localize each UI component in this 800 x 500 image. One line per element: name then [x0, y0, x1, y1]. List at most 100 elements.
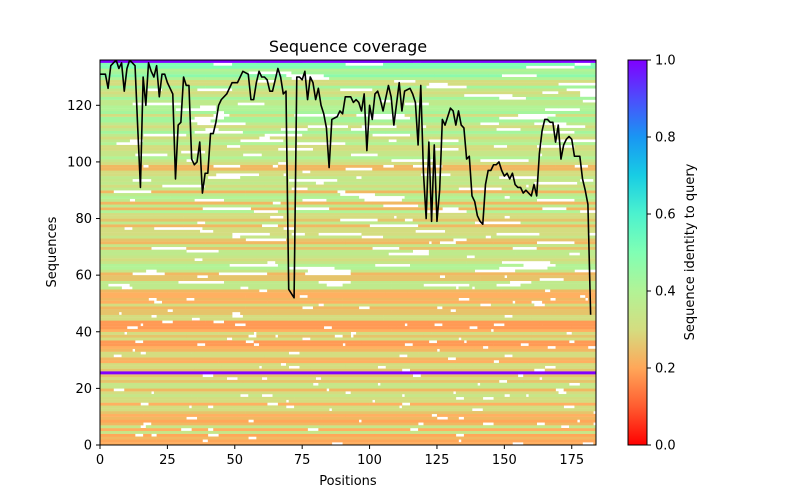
heatmap-segment: [455, 241, 494, 245]
heatmap-segment: [550, 289, 596, 293]
heatmap-segment: [393, 164, 413, 168]
heatmap-segment: [469, 283, 497, 287]
heatmap-segment: [275, 260, 354, 265]
heatmap-segment: [100, 320, 163, 324]
heatmap-segment: [550, 246, 596, 250]
heatmap-segment: [339, 255, 387, 259]
heatmap-segment: [245, 193, 341, 197]
heatmap-segment: [188, 125, 279, 129]
heatmap-segment: [410, 181, 473, 185]
heatmap-segment: [310, 170, 365, 174]
heatmap-segment: [100, 413, 144, 417]
heatmap-segment: [321, 105, 384, 109]
heatmap-segment: [383, 62, 424, 66]
heatmap-segment: [436, 413, 486, 417]
heatmap-segment: [593, 178, 596, 182]
heatmap-segment: [277, 272, 306, 276]
heatmap-segment: [240, 105, 300, 109]
heatmap-segment: [218, 433, 279, 437]
heatmap-segment: [490, 238, 529, 242]
heatmap-segment: [237, 283, 327, 287]
heatmap-segment: [100, 416, 187, 420]
heatmap-segment: [100, 263, 187, 267]
colorbar-tick-label: 0.0: [655, 439, 676, 454]
heatmap-segment: [550, 260, 578, 265]
heatmap-segment: [388, 238, 405, 242]
heatmap-segment: [436, 408, 473, 412]
heatmap-segment: [428, 320, 540, 324]
heatmap-segment: [555, 365, 596, 369]
heatmap-segment: [418, 144, 494, 148]
heatmap-segment: [253, 340, 362, 344]
heatmap-segment: [388, 326, 470, 330]
heatmap-segment: [477, 156, 554, 160]
heatmap-segment: [310, 337, 373, 341]
heatmap-segment: [329, 76, 430, 81]
heatmap-segment: [315, 328, 365, 332]
heatmap-segment: [544, 328, 596, 332]
heatmap-segment: [315, 224, 370, 228]
heatmap-segment: [469, 297, 551, 301]
heatmap-segment: [366, 277, 408, 282]
heatmap-segment: [143, 413, 198, 417]
heatmap-segment: [156, 260, 268, 265]
heatmap-segment: [261, 113, 273, 117]
heatmap-segment: [385, 255, 467, 259]
y-tick-label: 60: [75, 269, 92, 284]
heatmap-segment: [534, 224, 596, 228]
heatmap-segment: [224, 198, 295, 202]
heatmap-segment: [156, 68, 209, 72]
heatmap-segment: [229, 382, 314, 386]
heatmap-segment: [202, 357, 289, 361]
heatmap-segment: [407, 96, 500, 100]
heatmap-segment: [488, 399, 596, 403]
heatmap-segment: [272, 405, 287, 409]
heatmap-segment: [100, 365, 109, 369]
heatmap-segment: [100, 277, 184, 282]
heatmap-segment: [423, 422, 484, 426]
heatmap-segment: [159, 255, 257, 259]
heatmap-segment: [215, 82, 289, 86]
heatmap-segment: [458, 311, 473, 315]
heatmap-segment: [259, 343, 343, 347]
heatmap-segment: [528, 238, 596, 242]
heatmap-segment: [100, 260, 120, 265]
heatmap-segment: [100, 272, 112, 276]
heatmap-segment: [302, 320, 338, 324]
heatmap-segment: [100, 354, 114, 358]
heatmap-segment: [145, 136, 260, 140]
heatmap-segment: [498, 235, 540, 239]
heatmap-segment: [523, 442, 551, 445]
heatmap-segment: [587, 297, 596, 301]
heatmap-segment: [269, 136, 327, 140]
x-tick-label: 125: [425, 453, 450, 468]
heatmap-segment: [156, 439, 203, 443]
x-tick-label: 50: [227, 453, 244, 468]
heatmap-segment: [563, 277, 575, 282]
heatmap-segment: [259, 85, 327, 89]
heatmap-segment: [455, 425, 478, 429]
heatmap-segment: [447, 416, 459, 420]
heatmap-segment: [523, 212, 596, 216]
heatmap-segment: [286, 93, 357, 97]
heatmap-segment: [536, 246, 551, 250]
heatmap-segment: [488, 394, 505, 398]
heatmap-segment: [326, 156, 413, 160]
heatmap-segment: [337, 320, 430, 324]
heatmap-segment: [100, 85, 206, 89]
heatmap-segment: [321, 263, 376, 267]
heatmap-segment: [248, 328, 287, 332]
heatmap-segment: [525, 102, 540, 106]
heatmap-segment: [100, 156, 214, 160]
heatmap-segment: [517, 215, 596, 219]
heatmap-segment: [197, 413, 238, 417]
heatmap-segment: [191, 351, 289, 355]
heatmap-segment: [100, 176, 209, 180]
heatmap-segment: [121, 354, 195, 358]
colorbar-tick-label: 0.2: [655, 362, 676, 377]
heatmap-segment: [472, 362, 529, 366]
y-axis-ticks: 0 20 40 60 80 100 120: [67, 99, 100, 454]
heatmap-segment: [312, 357, 389, 361]
heatmap-segment: [275, 79, 330, 83]
heatmap-segment: [156, 377, 227, 381]
